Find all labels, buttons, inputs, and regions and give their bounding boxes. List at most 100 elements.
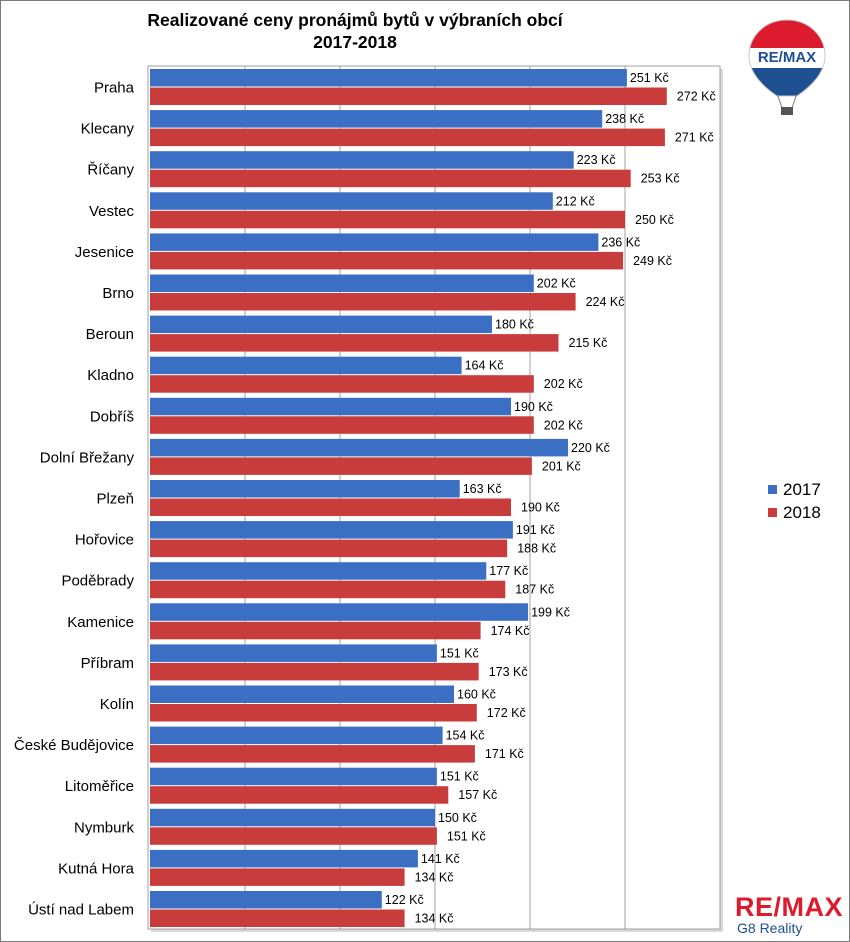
legend-swatch-2018 [768, 508, 777, 517]
category-label: Poděbrady [61, 573, 134, 590]
data-label-2017: 223 Kč [577, 153, 616, 167]
category-label: Dolní Břežany [40, 449, 135, 466]
bar-2017 [150, 891, 382, 909]
bar-2017 [150, 685, 454, 703]
data-label-2018: 250 Kč [635, 213, 674, 227]
bar-2017 [150, 480, 460, 498]
category-label: Brno [102, 285, 134, 302]
chart-title-line: Realizované ceny pronájmů bytů v výbraní… [147, 10, 563, 30]
data-label-2018: 253 Kč [641, 172, 680, 186]
balloon-text: RE/MAX [758, 49, 816, 66]
bar-2018 [150, 210, 625, 229]
data-label-2017: 191 Kč [516, 523, 555, 537]
remax-brand: RE/MAX G8 Reality [735, 892, 845, 937]
bar-2018 [150, 334, 559, 352]
bar-2017 [150, 644, 437, 662]
data-label-2017: 199 Kč [531, 605, 570, 619]
data-label-2018: 187 Kč [515, 583, 554, 597]
data-label-2018: 171 Kč [485, 747, 524, 761]
bar-2017 [150, 808, 435, 827]
bar-2018 [150, 251, 624, 270]
data-label-2017: 151 Kč [440, 770, 479, 784]
bar-2018 [150, 704, 477, 722]
bar-2017 [150, 603, 529, 621]
data-label-2018: 249 Kč [633, 254, 672, 268]
data-label-2018: 173 Kč [489, 665, 528, 679]
bar-2018 [150, 457, 532, 475]
bar-2018 [150, 416, 534, 434]
data-label-2018: 134 Kč [415, 912, 454, 926]
bar-2017 [150, 521, 513, 539]
bar-2018 [150, 375, 534, 393]
category-label: Hořovice [75, 532, 134, 549]
category-label: Jesenice [75, 244, 134, 261]
remax-logo-text: RE/MAX [735, 892, 844, 922]
data-label-2017: 164 Kč [465, 359, 504, 373]
bar-2017 [150, 356, 462, 375]
category-label: Příbram [81, 655, 134, 672]
legend-item-2018: 2018 [768, 501, 821, 524]
chart-legend: 2017 2018 [768, 478, 821, 524]
bar-2018 [150, 909, 405, 927]
bar-2017 [150, 192, 553, 210]
category-label: Kladno [87, 367, 134, 384]
category-label: České Budějovice [14, 737, 134, 754]
data-label-2018: 215 Kč [569, 336, 608, 350]
data-label-2018: 151 Kč [447, 829, 486, 843]
data-label-2018: 202 Kč [544, 377, 583, 391]
bar-2018 [150, 580, 506, 599]
bar-2017 [150, 397, 511, 416]
data-label-2017: 202 Kč [537, 277, 576, 291]
data-label-2018: 272 Kč [677, 90, 716, 104]
data-label-2017: 150 Kč [438, 811, 477, 825]
data-label-2017: 238 Kč [605, 112, 644, 126]
bar-2017 [150, 315, 492, 334]
data-label-2017: 236 Kč [601, 235, 640, 249]
bar-2017 [150, 562, 487, 580]
bar-2017 [150, 767, 437, 786]
category-label: Litoměřice [65, 778, 134, 795]
bar-2017 [150, 274, 534, 292]
category-label: Praha [94, 80, 135, 97]
bar-2018 [150, 498, 511, 516]
bar-2018 [150, 539, 508, 558]
bar-2018 [150, 128, 665, 147]
data-label-2018: 134 Kč [415, 870, 454, 884]
bar-2018 [150, 868, 405, 886]
remax-balloon-logo: RE/MAX [748, 19, 826, 115]
remax-office-name: G8 Reality [737, 920, 803, 936]
bar-2017 [150, 849, 418, 868]
data-label-2017: 163 Kč [463, 482, 502, 496]
category-label: Kolín [100, 696, 134, 713]
data-label-2018: 202 Kč [544, 418, 583, 432]
category-label: Klecany [81, 121, 135, 138]
data-label-2018: 174 Kč [491, 624, 530, 638]
bar-2018 [150, 786, 449, 804]
bar-2018 [150, 621, 481, 640]
category-label: Beroun [86, 326, 134, 343]
chart-subtitle: 2017-2018 [313, 32, 397, 52]
bar-2018 [150, 745, 475, 763]
bar-2018 [150, 87, 667, 105]
chart-title: Realizované ceny pronájmů bytů v výbraní… [140, 9, 570, 53]
data-label-2017: 251 Kč [630, 71, 669, 85]
category-label: Kamenice [67, 614, 134, 631]
bar-2018 [150, 169, 631, 188]
category-label: Říčany [87, 162, 134, 179]
legend-item-2017: 2017 [768, 478, 821, 501]
data-label-2018: 224 Kč [586, 295, 625, 309]
data-label-2018: 172 Kč [487, 706, 526, 720]
category-label: Dobříš [90, 408, 134, 425]
category-label: Nymburk [74, 819, 135, 836]
data-label-2017: 151 Kč [440, 646, 479, 660]
legend-label-2017: 2017 [783, 479, 821, 499]
legend-label-2018: 2018 [783, 502, 821, 522]
data-label-2018: 188 Kč [517, 542, 556, 556]
bar-2017 [150, 438, 568, 457]
category-label: Plzeň [96, 491, 134, 508]
bar-2017 [150, 726, 443, 745]
category-label: Vestec [89, 203, 135, 220]
legend-swatch-2017 [768, 485, 777, 494]
data-label-2017: 141 Kč [421, 852, 460, 866]
data-label-2017: 122 Kč [385, 893, 424, 907]
